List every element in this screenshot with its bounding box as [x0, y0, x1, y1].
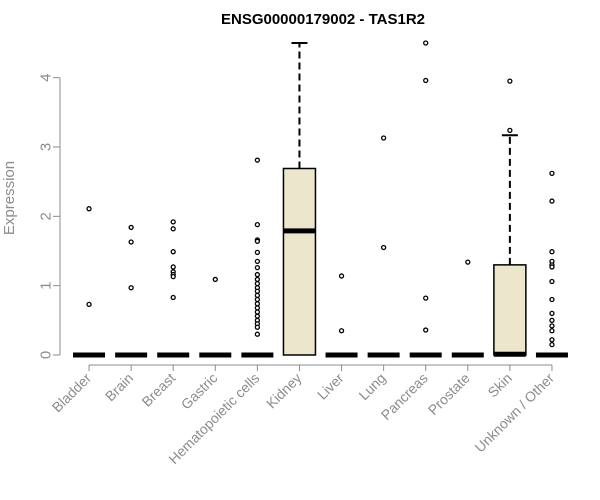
outlier-point: [549, 317, 555, 323]
y-axis: 0 1 2 3 4: [38, 73, 61, 359]
chart-title: ENSG00000179002 - TAS1R2: [221, 11, 425, 28]
x-tick-label-breast: Breast: [138, 370, 178, 410]
outlier-point: [423, 295, 429, 301]
outlier-point: [549, 170, 555, 176]
x-tick-label-liver: Liver: [314, 370, 347, 403]
outlier-point: [254, 309, 261, 315]
y-tick-label: 2: [38, 212, 55, 220]
box-skin: [493, 78, 527, 357]
outlier-point: [549, 310, 555, 317]
outlier-point: [338, 273, 345, 279]
outlier-point: [254, 292, 261, 299]
x-tick-label-pancreas: Pancreas: [378, 370, 431, 423]
outlier-point: [254, 238, 261, 244]
y-tick-label: 4: [38, 73, 55, 81]
y-axis-label: Expression: [1, 161, 18, 235]
iqr-box: [282, 167, 317, 356]
outlier-point: [254, 271, 261, 278]
outlier-point: [170, 249, 176, 255]
outlier-point: [86, 206, 92, 212]
outlier-point: [128, 224, 134, 231]
box-pancreas: [409, 40, 442, 358]
x-tick-label-brain: Brain: [102, 370, 136, 404]
outlier-point: [254, 258, 261, 265]
iqr-box: [493, 264, 527, 356]
plot-area: [73, 40, 568, 358]
outlier-point: [254, 249, 261, 256]
outlier-point: [549, 198, 555, 204]
x-tick-label-lung: Lung: [355, 370, 388, 403]
x-tick-label-kidney: Kidney: [263, 370, 305, 412]
outlier-point: [254, 296, 261, 303]
outlier-point: [254, 288, 261, 294]
outlier-point: [423, 77, 429, 84]
outlier-point: [549, 249, 555, 255]
outlier-point: [254, 280, 261, 287]
box-bladder: [73, 206, 106, 358]
outlier-point: [549, 328, 555, 334]
box-prostate: [451, 259, 484, 358]
outlier-point: [170, 274, 176, 280]
box-liver: [325, 273, 358, 358]
y-tick-label: 0: [38, 351, 55, 359]
outlier-point: [549, 341, 555, 348]
outlier-point: [170, 226, 176, 232]
outlier-point: [338, 328, 345, 334]
box-lung: [367, 135, 400, 358]
x-tick-label-prostate: Prostate: [425, 370, 473, 418]
box-unknown-other: [535, 170, 568, 358]
x-tick-label-skin: Skin: [484, 370, 515, 401]
outlier-point: [549, 296, 555, 303]
outlier-point: [254, 324, 261, 330]
box-brain: [115, 224, 148, 358]
box-breast: [157, 219, 190, 358]
outlier-point: [254, 301, 261, 307]
outlier-point: [549, 337, 555, 343]
box-kidney: [282, 42, 317, 356]
outlier-point: [254, 157, 261, 163]
y-tick-label: 1: [38, 281, 55, 289]
outlier-point: [549, 323, 555, 329]
box-gastric: [199, 276, 232, 358]
outlier-point: [254, 276, 261, 283]
box-hematopoietic-cells: [241, 157, 274, 358]
outlier-point: [423, 40, 429, 46]
outlier-point: [212, 276, 218, 283]
outlier-point: [507, 127, 513, 134]
outlier-point: [128, 285, 134, 291]
outlier-point: [380, 135, 387, 141]
outlier-point: [170, 264, 176, 270]
outlier-point: [170, 294, 176, 301]
outlier-point: [423, 327, 429, 333]
x-tick-label-unknown-other: Unknown / Other: [471, 370, 557, 456]
outlier-point: [170, 219, 176, 225]
outlier-point: [380, 244, 387, 251]
outlier-point: [549, 264, 555, 270]
outlier-point: [128, 239, 134, 245]
outlier-point: [254, 305, 261, 311]
x-tick-label-bladder: Bladder: [49, 370, 95, 416]
outlier-point: [549, 278, 555, 285]
outlier-point: [254, 313, 261, 319]
outlier-point: [465, 259, 471, 265]
outlier-point: [254, 331, 261, 337]
outlier-point: [507, 78, 513, 84]
outlier-point: [86, 301, 92, 308]
outlier-point: [254, 264, 261, 271]
outlier-point: [254, 222, 261, 228]
y-tick-label: 3: [38, 143, 55, 151]
